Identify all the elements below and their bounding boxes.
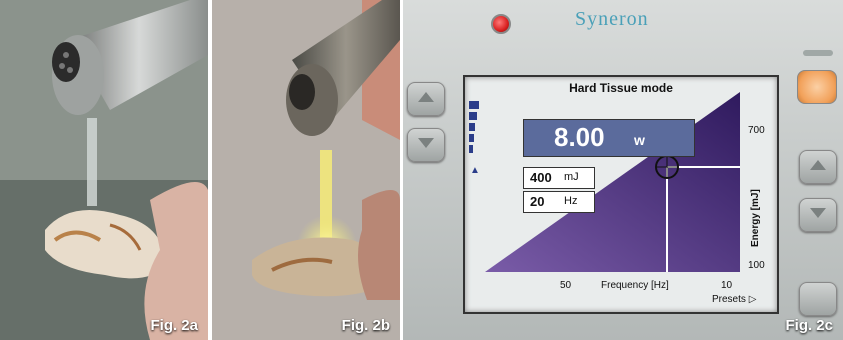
power-unit: w: [634, 132, 645, 148]
preset-orange-button[interactable]: [797, 70, 837, 104]
photo-fig-2b: Fig. 2b: [212, 0, 400, 340]
energy-frequency-graph: [485, 92, 740, 272]
frequency-display: 20 Hz: [523, 191, 595, 213]
level-indicator: [467, 101, 479, 161]
energy-value: 400: [530, 170, 552, 185]
chevron-down-icon: [418, 138, 434, 148]
photo-fig-2a: Fig. 2a: [0, 0, 208, 340]
play-icon: ▷: [748, 294, 757, 305]
energy-display: 400 mJ: [523, 167, 595, 189]
indicator-bar: [803, 50, 833, 56]
chevron-up-icon: [418, 92, 434, 102]
presets-button[interactable]: Presets ▷: [712, 294, 756, 305]
y-tick-high: 700: [748, 125, 765, 136]
frequency-unit: Hz: [564, 195, 578, 207]
right-up-button[interactable]: [799, 150, 837, 184]
mode-title: Hard Tissue mode: [569, 81, 673, 95]
power-value: 8.00: [554, 122, 605, 152]
lcd-screen: Hard Tissue mode ▲: [463, 75, 779, 314]
right-lower-button[interactable]: [799, 282, 837, 316]
power-display: 8.00 w: [523, 119, 695, 157]
figure-label: Fig. 2c: [785, 317, 833, 334]
energy-unit: mJ: [564, 171, 579, 183]
handpiece-photo-b: [212, 0, 400, 340]
figure-label: Fig. 2b: [341, 317, 390, 334]
figure-label: Fig. 2a: [150, 317, 198, 334]
chevron-down-icon: [810, 208, 826, 218]
right-down-button[interactable]: [799, 198, 837, 232]
water-drop-icon: ▲: [470, 165, 480, 176]
power-led-icon: [491, 14, 511, 34]
left-down-button[interactable]: [407, 128, 445, 162]
y-axis-label: Energy [mJ]: [750, 189, 761, 247]
x-axis-label: Frequency [Hz]: [601, 280, 669, 291]
y-tick-low: 100: [748, 260, 765, 271]
chevron-up-icon: [810, 160, 826, 170]
frequency-value: 20: [530, 194, 545, 209]
presets-label: Presets: [712, 294, 746, 305]
brand-logo: Syneron: [575, 8, 649, 30]
left-up-button[interactable]: [407, 82, 445, 116]
handpiece-photo-a: [0, 0, 208, 340]
photo-fig-2c: Syneron Hard Tissue mode ▲: [403, 0, 843, 340]
x-tick-low: 50: [560, 280, 572, 291]
x-tick-high: 10: [721, 280, 733, 291]
